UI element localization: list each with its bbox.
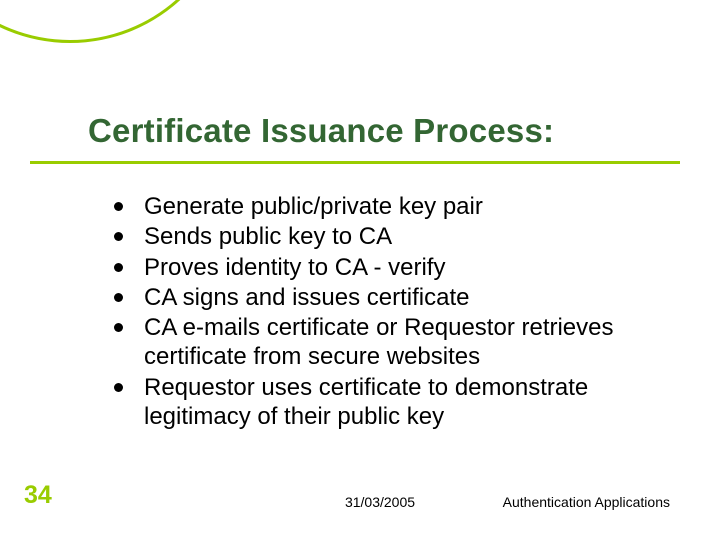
bullet-text: CA signs and issues certificate <box>144 284 470 311</box>
list-item: Sends public key to CA <box>110 222 665 251</box>
list-item: Generate public/private key pair <box>110 192 665 221</box>
bullet-text: Requestor uses certificate to demonstrat… <box>144 374 588 430</box>
title-underline <box>30 161 680 164</box>
bullet-text: CA e-mails certificate or Requestor retr… <box>144 314 614 370</box>
list-item: CA e-mails certificate or Requestor retr… <box>110 313 665 372</box>
bullet-text: Sends public key to CA <box>144 223 392 250</box>
bullet-text: Generate public/private key pair <box>144 193 483 220</box>
list-item: Requestor uses certificate to demonstrat… <box>110 373 665 432</box>
corner-arc-decoration <box>0 0 230 40</box>
bullet-text: Proves identity to CA - verify <box>144 254 445 281</box>
slide-number: 34 <box>24 481 52 510</box>
footer-right-text: Authentication Applications <box>503 494 670 510</box>
content-area: Generate public/private key pair Sends p… <box>110 192 665 432</box>
list-item: Proves identity to CA - verify <box>110 253 665 282</box>
bullet-list: Generate public/private key pair Sends p… <box>110 192 665 431</box>
slide-title: Certificate Issuance Process: <box>88 112 680 150</box>
title-container: Certificate Issuance Process: <box>88 112 680 150</box>
list-item: CA signs and issues certificate <box>110 283 665 312</box>
